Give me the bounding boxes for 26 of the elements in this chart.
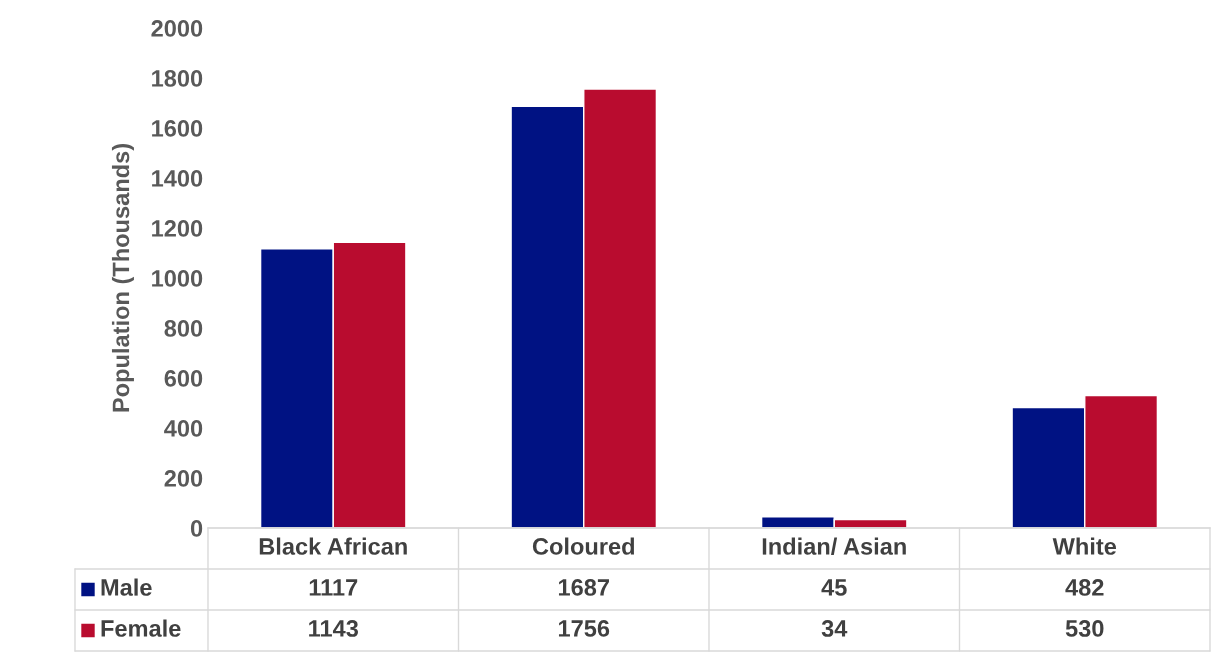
y-tick-label: 800	[164, 320, 203, 337]
y-tick-label: 1600	[152, 120, 203, 137]
x-tick-label: Coloured	[532, 537, 635, 555]
data-label: 1687	[558, 579, 609, 596]
x-tick-label: Black African	[259, 537, 407, 555]
data-label: 1143	[309, 620, 359, 637]
data-label: 34	[821, 620, 848, 637]
y-tick-label: 400	[164, 420, 203, 437]
legend-label: Female	[101, 619, 181, 637]
y-tick-label: 2000	[151, 20, 203, 37]
y-tick-label: 200	[164, 470, 203, 487]
data-label: 1117	[309, 579, 358, 596]
y-tick-label: 1400	[152, 170, 203, 187]
y-tick-label: 1000	[152, 270, 203, 287]
data-label: 530	[1065, 620, 1104, 637]
y-tick-label: 600	[164, 370, 203, 387]
data-label: 482	[1065, 579, 1104, 596]
x-tick-label: White	[1052, 537, 1117, 555]
x-tick-label: Indian/ Asian	[762, 537, 906, 556]
legend-label: Male	[101, 578, 152, 596]
y-tick-label: 1200	[152, 220, 203, 237]
y-axis-title: Population (Thousands)	[111, 144, 134, 412]
y-tick-label: 0	[190, 520, 203, 537]
y-tick-label: 1800	[152, 70, 203, 87]
data-label: 45	[821, 579, 847, 596]
data-label: 1756	[558, 620, 610, 637]
